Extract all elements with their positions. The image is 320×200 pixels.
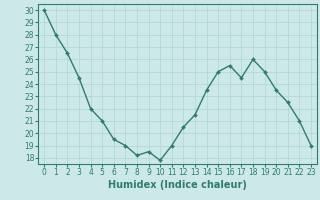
X-axis label: Humidex (Indice chaleur): Humidex (Indice chaleur) [108,180,247,190]
